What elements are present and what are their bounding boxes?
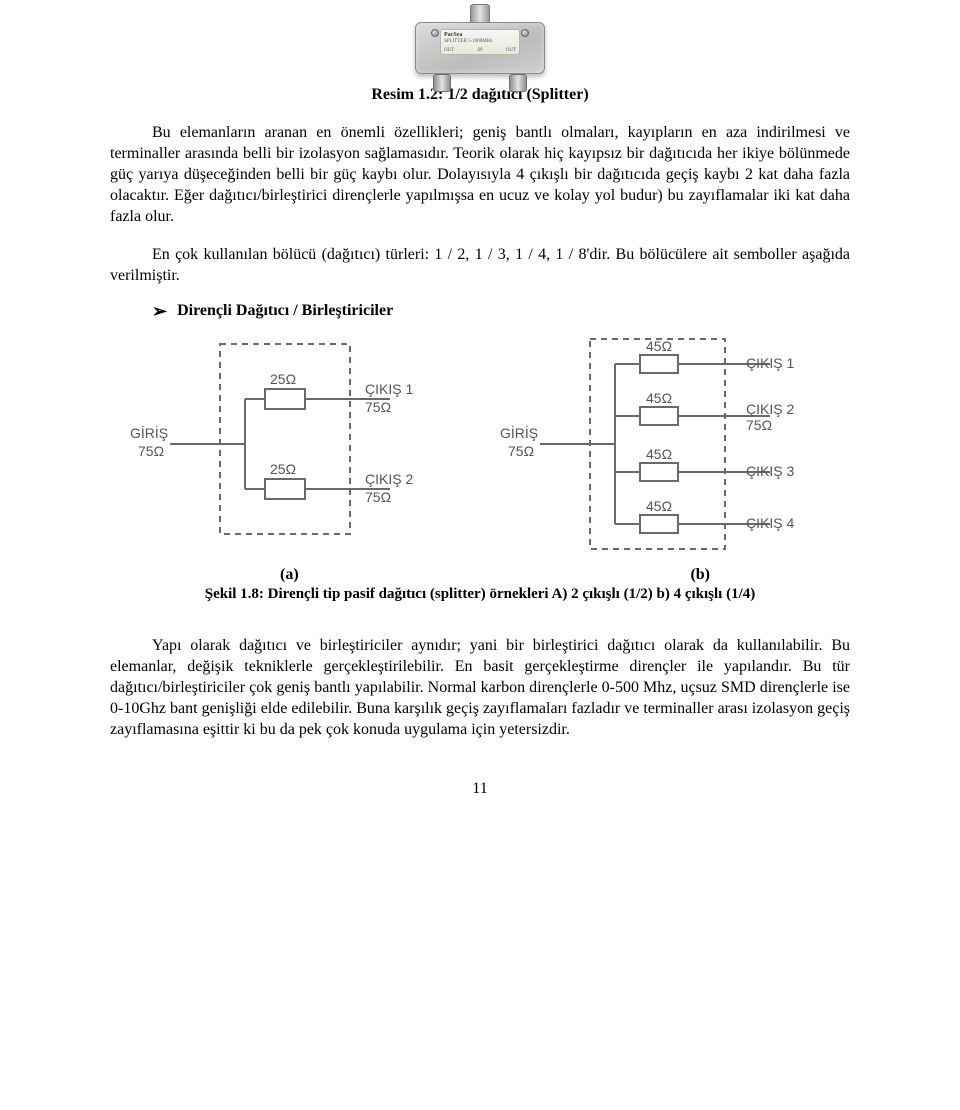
section-heading-row: ➢ Dirençli Dağıtıcı / Birleştiriciler (152, 302, 850, 320)
diag-b-r2: 45Ω (646, 390, 672, 406)
diag-b-out3: ÇIKIŞ 3 (746, 463, 794, 479)
splitter-out-left-label: OUT (444, 48, 454, 54)
bullet-arrow-icon: ➢ (152, 302, 167, 320)
diag-a-out1-top: ÇIKIŞ 1 (365, 381, 413, 397)
splitter-in-label: IN (477, 48, 482, 54)
diag-b-out1: ÇIKIŞ 1 (746, 355, 794, 371)
diagram-a: GİRİŞ 75Ω 25Ω 25Ω ÇIKIŞ 1 75Ω ÇIKIŞ 2 75… (130, 334, 440, 554)
diagram-b: GİRİŞ 75Ω 45Ω 45Ω 45Ω 45Ω ÇIKIŞ 1 ÇIKIŞ … (500, 334, 830, 554)
diag-a-out1-bottom: 75Ω (365, 399, 391, 415)
paragraph-2: En çok kullanılan bölücü (dağıtıcı) türl… (110, 244, 850, 286)
diag-b-out2-bottom: 75Ω (746, 417, 772, 433)
figure-caption-sekil-1-8: Şekil 1.8: Dirençli tip pasif dağıtıcı (… (110, 586, 850, 603)
splitter-out-right-label: OUT (506, 48, 516, 54)
section-heading: Dirençli Dağıtıcı / Birleştiriciler (177, 302, 393, 320)
paragraph-1: Bu elemanların aranan en önemli özellikl… (110, 122, 850, 228)
diag-b-out4: ÇIKIŞ 4 (746, 515, 794, 531)
diag-b-r4: 45Ω (646, 498, 672, 514)
splitter-port-out-left (433, 74, 451, 92)
diag-b-out2-top: ÇIKIŞ 2 (746, 401, 794, 417)
diag-b-r3: 45Ω (646, 446, 672, 462)
diag-a-r1: 25Ω (270, 371, 296, 387)
splitter-model: SPLITTER 5-1000MHz (444, 39, 516, 45)
ab-label-row: (a) (b) (110, 566, 850, 584)
diag-b-r1: 45Ω (646, 338, 672, 354)
figure-caption-resim-1-2: Resim 1.2: 1/2 dağıtıcı (Splitter) (110, 86, 850, 104)
diag-a-input-label-bottom: 75Ω (138, 443, 164, 459)
splitter-brand: PacSea (444, 32, 516, 39)
splitter-photo: PacSea SPLITTER 5-1000MHz OUT IN OUT (110, 20, 850, 80)
label-b: (b) (690, 566, 710, 584)
splitter-port-in (470, 4, 490, 24)
diag-a-input-label-top: GİRİŞ (130, 424, 168, 441)
page-number: 11 (110, 780, 850, 798)
diag-b-input-label-bottom: 75Ω (508, 443, 534, 459)
diag-a-r2: 25Ω (270, 461, 296, 477)
diag-a-out2-bottom: 75Ω (365, 489, 391, 505)
splitter-port-out-right (509, 74, 527, 92)
label-a: (a) (280, 566, 299, 584)
paragraph-3: Yapı olarak dağıtıcı ve birleştiriciler … (110, 635, 850, 741)
diagrams-row: GİRİŞ 75Ω 25Ω 25Ω ÇIKIŞ 1 75Ω ÇIKIŞ 2 75… (110, 334, 850, 554)
diag-b-input-label-top: GİRİŞ (500, 424, 538, 441)
diag-a-out2-top: ÇIKIŞ 2 (365, 471, 413, 487)
